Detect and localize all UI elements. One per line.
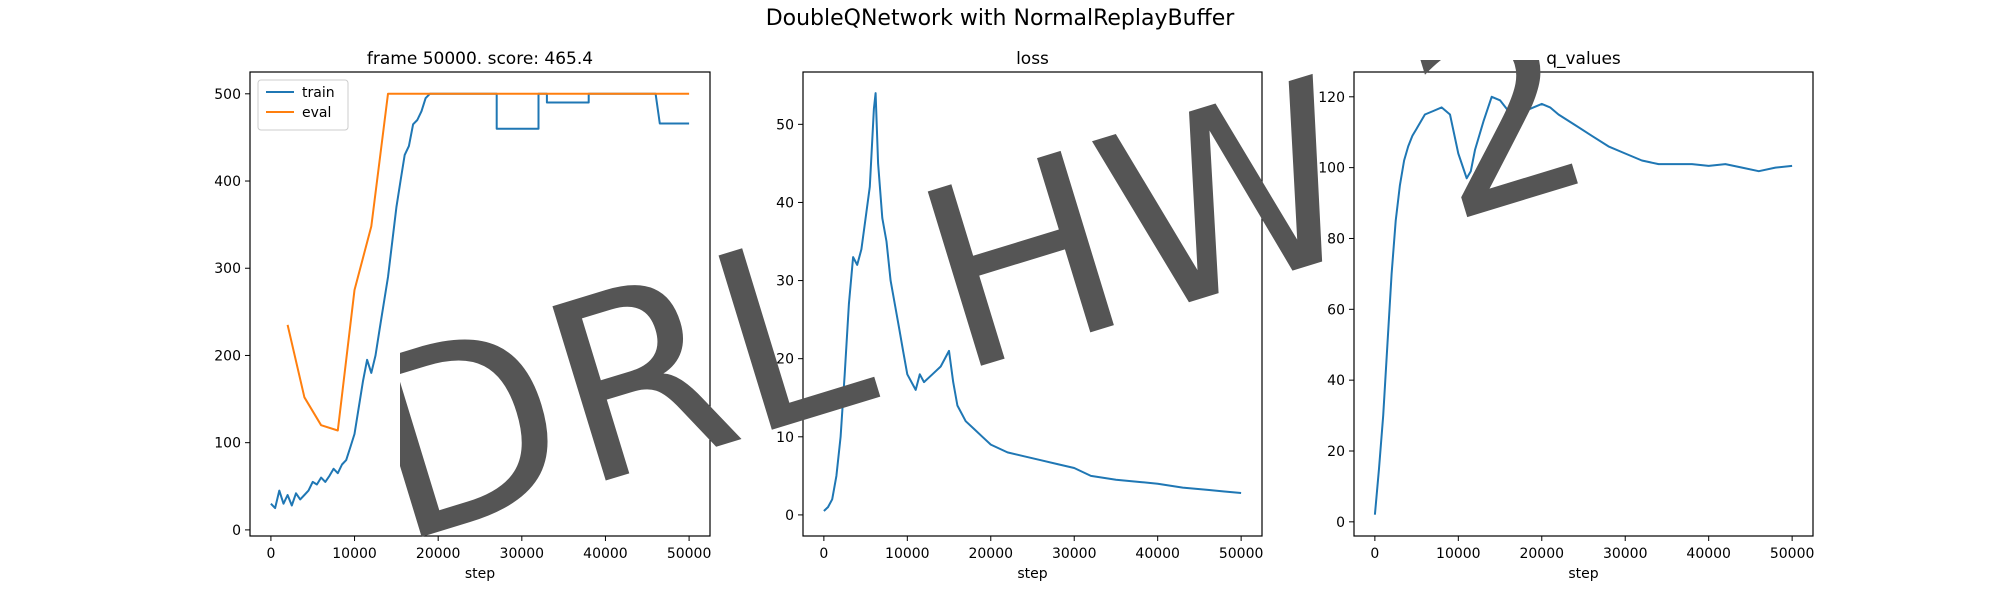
x-tick-label: 50000 (1219, 546, 1264, 562)
subplot-loss: 0 10000 20000 30000 40000 50000 0 10 20 30 40 50 los… (776, 49, 1263, 582)
axes-frame (802, 71, 1263, 537)
x-tick-label: 50000 (1770, 546, 1815, 562)
y-tick-label: 100 (214, 436, 241, 452)
x-tick-label: 30000 (1603, 546, 1648, 562)
x-axis-label: step (1568, 566, 1598, 582)
y-tick-label: 0 (1336, 515, 1345, 531)
subplot-title: loss (1016, 49, 1049, 69)
y-tick-label: 20 (1327, 444, 1345, 460)
legend-label-eval: eval (302, 105, 331, 121)
subplot-score: 0 10000 20000 30000 40000 50000 0 100 200 300 400 5… (214, 49, 711, 582)
subplot-q-values: 0 10000 20000 30000 40000 50000 0 20 40 60 80 100 12… (1318, 49, 1814, 582)
x-tick-label: 40000 (1686, 546, 1731, 562)
x-tick-label: 20000 (968, 546, 1013, 562)
x-tick-label: 10000 (1436, 546, 1481, 562)
y-tick-label: 50 (776, 117, 794, 133)
x-tick-label: 40000 (1135, 546, 1180, 562)
x-tick-label: 0 (266, 546, 275, 562)
axes-frame (249, 71, 711, 537)
y-tick-label: 200 (214, 348, 241, 364)
y-tick-label: 40 (776, 195, 794, 211)
x-tick-label: 20000 (416, 546, 461, 562)
x-tick-label: 50000 (667, 546, 712, 562)
subplot-title: q_values (1546, 49, 1621, 69)
figure-title: DoubleQNetwork with NormalReplayBuffer (765, 6, 1235, 31)
y-tick-label: 100 (1318, 161, 1345, 177)
x-tick-label: 30000 (500, 546, 545, 562)
y-tick-label: 40 (1327, 373, 1345, 389)
subplot-title: frame 50000. score: 465.4 (367, 49, 593, 69)
x-tick-label: 30000 (1052, 546, 1097, 562)
x-tick-label: 10000 (332, 546, 377, 562)
y-tick-label: 30 (776, 274, 794, 290)
legend: train eval (257, 79, 349, 131)
series-line-train (270, 92, 690, 510)
x-tick-label: 10000 (885, 546, 930, 562)
y-tick-label: 0 (785, 508, 794, 524)
legend-label-train: train (302, 85, 335, 101)
y-tick-label: 60 (1327, 302, 1345, 318)
y-tick-label: 80 (1327, 231, 1345, 247)
y-tick-label: 500 (214, 87, 241, 103)
series-line-eval (286, 92, 690, 432)
y-tick-label: 300 (214, 261, 241, 277)
x-axis-label: step (465, 566, 495, 582)
y-tick-label: 400 (214, 174, 241, 190)
y-tick-label: 0 (232, 523, 241, 539)
y-tick-label: 20 (776, 352, 794, 368)
x-tick-label: 0 (1370, 546, 1379, 562)
series-line-series-0 (823, 92, 1242, 512)
series-line-series-0 (1373, 95, 1793, 515)
x-tick-label: 40000 (583, 546, 628, 562)
x-tick-label: 0 (819, 546, 828, 562)
x-axis-label: step (1017, 566, 1047, 582)
axes-frame (1353, 71, 1814, 537)
y-tick-label: 10 (776, 430, 794, 446)
y-tick-label: 120 (1318, 90, 1345, 106)
x-tick-label: 20000 (1519, 546, 1564, 562)
